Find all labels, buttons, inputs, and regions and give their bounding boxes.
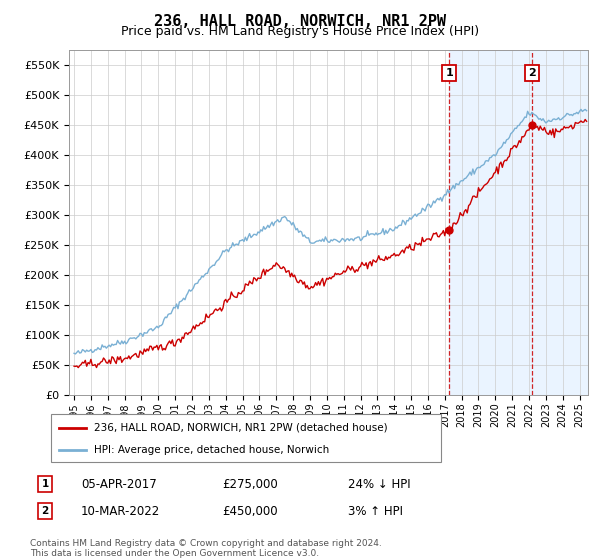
Text: 10-MAR-2022: 10-MAR-2022: [81, 505, 160, 518]
Text: 2: 2: [41, 506, 49, 516]
Text: 2: 2: [529, 68, 536, 78]
Text: 3% ↑ HPI: 3% ↑ HPI: [348, 505, 403, 518]
Text: 1: 1: [445, 68, 453, 78]
Text: 1: 1: [41, 479, 49, 489]
Text: 236, HALL ROAD, NORWICH, NR1 2PW: 236, HALL ROAD, NORWICH, NR1 2PW: [154, 14, 446, 29]
Text: 05-APR-2017: 05-APR-2017: [81, 478, 157, 491]
FancyBboxPatch shape: [51, 414, 441, 462]
Text: £275,000: £275,000: [222, 478, 278, 491]
Text: Contains HM Land Registry data © Crown copyright and database right 2024.
This d: Contains HM Land Registry data © Crown c…: [30, 539, 382, 558]
Text: £450,000: £450,000: [222, 505, 278, 518]
Bar: [449, 50, 588, 395]
Text: Price paid vs. HM Land Registry's House Price Index (HPI): Price paid vs. HM Land Registry's House …: [121, 25, 479, 38]
Text: 24% ↓ HPI: 24% ↓ HPI: [348, 478, 410, 491]
Text: HPI: Average price, detached house, Norwich: HPI: Average price, detached house, Norw…: [94, 445, 329, 455]
Text: 236, HALL ROAD, NORWICH, NR1 2PW (detached house): 236, HALL ROAD, NORWICH, NR1 2PW (detach…: [94, 423, 388, 433]
